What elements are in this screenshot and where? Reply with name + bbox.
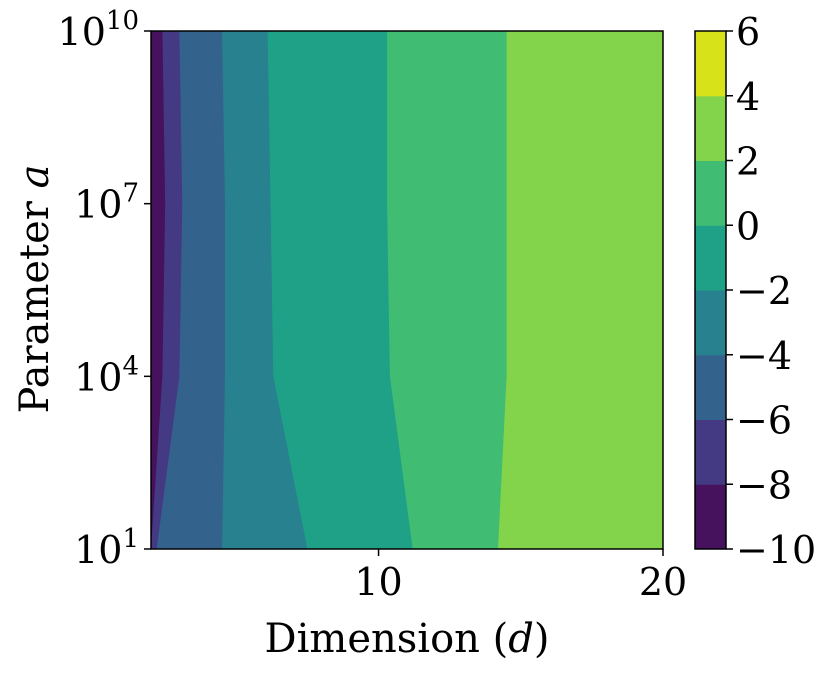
x-tick-label: 10	[354, 560, 402, 604]
y-tick-label: 107	[74, 179, 139, 227]
y-tick-label: 104	[74, 351, 139, 399]
colorbar-swatch--8-to--6	[695, 419, 726, 485]
plot-area	[151, 31, 663, 549]
colorbar-swatch--6-to--4	[695, 354, 726, 420]
colorbar: −10 −8 −6 −4 −2 0 2 4 6	[694, 10, 816, 572]
axes: 10 20 101 104 107 1010	[58, 6, 688, 604]
colorbar-swatch-4-to-6	[695, 31, 726, 97]
x-axis-label: Dimension (d)	[265, 616, 550, 662]
colorbar-swatch--4-to--2	[695, 290, 726, 356]
plot-frame	[150, 30, 664, 550]
contour-band--10-to--8	[151, 31, 166, 549]
colorbar-swatch--2-to-0	[695, 225, 726, 291]
colorbar-tick-label: −2	[736, 269, 792, 313]
colorbar-tick-label: 6	[736, 10, 760, 54]
y-axis-label: Parameter a	[12, 165, 58, 414]
y-tick-label: 101	[74, 524, 139, 572]
colorbar-tick-label: −4	[736, 334, 792, 378]
colorbar-tick-label: −8	[736, 463, 792, 507]
colorbar-swatch-0-to-2	[695, 160, 726, 226]
colorbar-tick-label: −10	[736, 528, 816, 572]
x-tick-label: 20	[639, 560, 687, 604]
colorbar-swatch-2-to-4	[695, 95, 726, 161]
colorbar-swatch--10-to--8	[695, 484, 726, 550]
colorbar-tick-label: 4	[736, 75, 760, 119]
colorbar-tick-label: 2	[736, 140, 760, 184]
y-tick-label: 1010	[58, 6, 139, 54]
colorbar-tick-label: −6	[736, 399, 792, 443]
colorbar-tick-label: 0	[736, 204, 760, 248]
